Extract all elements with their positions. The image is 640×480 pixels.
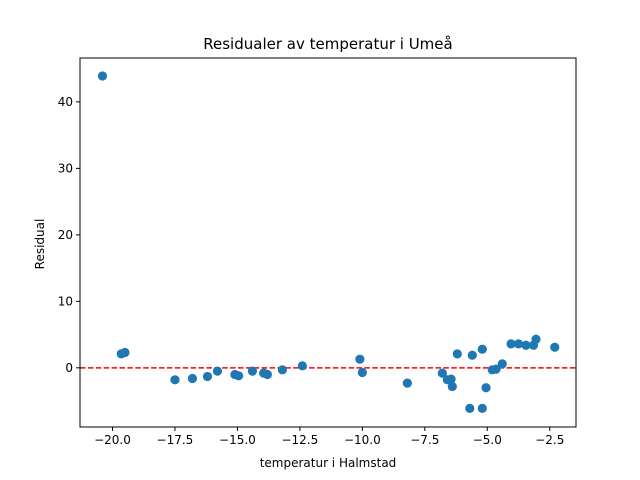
x-tick-label: −17.5 bbox=[157, 433, 194, 447]
x-tick-label: −12.5 bbox=[281, 433, 318, 447]
data-point bbox=[187, 373, 198, 384]
data-point bbox=[170, 375, 180, 385]
y-tick-label: 10 bbox=[58, 294, 73, 308]
data-point bbox=[262, 369, 273, 380]
data-point bbox=[531, 334, 541, 344]
y-tick-label: 20 bbox=[58, 228, 73, 242]
x-tick-label: −10.0 bbox=[344, 433, 381, 447]
data-point bbox=[477, 344, 487, 354]
data-point bbox=[497, 359, 507, 369]
y-axis-label: Residual bbox=[33, 219, 47, 270]
data-point bbox=[277, 365, 287, 375]
y-tick-label: 30 bbox=[58, 161, 73, 175]
y-tick-label: 0 bbox=[65, 361, 73, 375]
x-tick-label: −7.5 bbox=[410, 433, 439, 447]
data-point bbox=[212, 366, 223, 376]
data-point bbox=[234, 371, 244, 381]
data-point bbox=[202, 371, 213, 382]
data-point bbox=[247, 366, 258, 376]
plot-area: −20.0 −17.5 −15.0 −12.5 −10.0 −7.5 −5.0 −2.5 0 10… bbox=[58, 57, 577, 447]
data-point bbox=[465, 403, 475, 413]
data-point bbox=[521, 340, 531, 350]
data-point bbox=[550, 342, 560, 352]
x-axis-label: temperatur i Halmstad bbox=[260, 456, 397, 470]
y-tick-label: 40 bbox=[58, 95, 73, 109]
data-point bbox=[491, 364, 501, 374]
x-tick-label: −20.0 bbox=[94, 433, 131, 447]
data-point bbox=[477, 403, 487, 413]
data-point bbox=[446, 374, 456, 384]
data-point bbox=[355, 354, 365, 364]
x-tick-label: −5.0 bbox=[473, 433, 502, 447]
data-point bbox=[447, 381, 457, 392]
chart-title: Residualer av temperatur i Umeå bbox=[203, 35, 452, 53]
data-point bbox=[506, 339, 516, 349]
data-point bbox=[402, 378, 412, 388]
data-point bbox=[297, 361, 307, 371]
data-point bbox=[357, 367, 367, 378]
x-tick-label: −15.0 bbox=[219, 433, 256, 447]
data-point bbox=[452, 349, 462, 359]
x-tick-label: −2.5 bbox=[535, 433, 564, 447]
axes-frame bbox=[79, 57, 577, 428]
data-point bbox=[481, 383, 491, 393]
data-point bbox=[120, 347, 130, 358]
data-point bbox=[513, 339, 524, 349]
data-point bbox=[437, 368, 447, 378]
data-point bbox=[97, 71, 108, 81]
data-point bbox=[467, 350, 477, 360]
